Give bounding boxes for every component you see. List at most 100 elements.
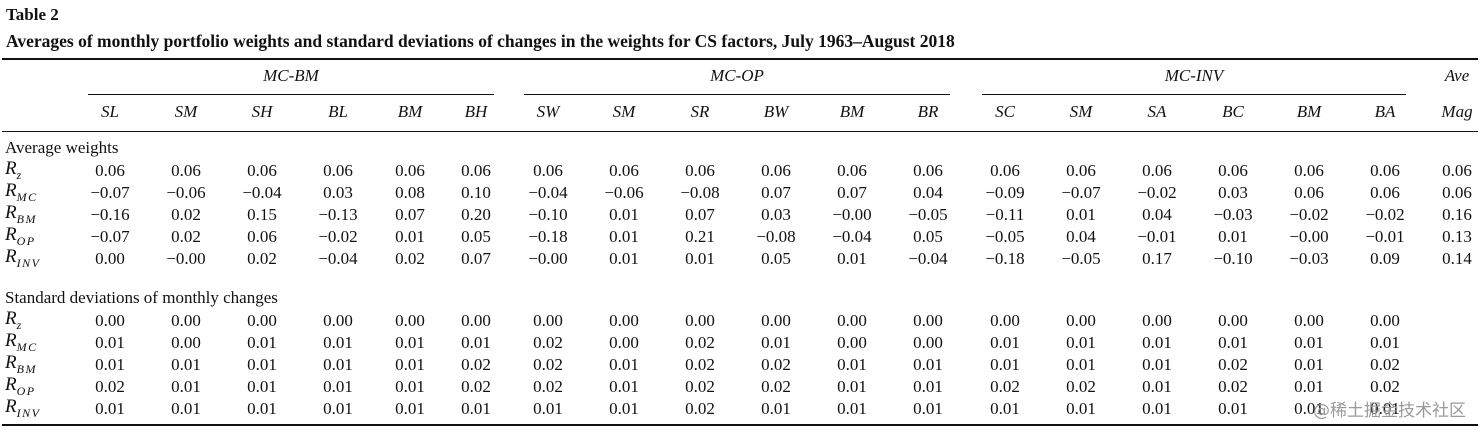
table-cell: 0.05 xyxy=(461,227,491,246)
watermark: @稀土掘金技术社区 xyxy=(1313,401,1466,421)
table-cell: 0.01 xyxy=(95,333,125,352)
table-cell: 0.06 xyxy=(1218,161,1248,180)
table-cell: −0.06 xyxy=(604,183,644,202)
table-cell: 0.01 xyxy=(461,333,491,352)
table-cell: 0.02 xyxy=(1370,355,1400,374)
table-cell: −0.04 xyxy=(832,227,872,246)
table-cell: 0.01 xyxy=(247,333,277,352)
table-cell: −0.03 xyxy=(1213,205,1253,224)
table-cell: 0.05 xyxy=(761,249,791,268)
table-cell: 0.00 xyxy=(1294,311,1324,330)
table-cell: 0.02 xyxy=(1066,377,1096,396)
table-cell: 0.06 xyxy=(1294,183,1324,202)
section-title: Standard deviations of monthly changes xyxy=(5,288,278,307)
table-cell: 0.00 xyxy=(95,311,125,330)
table-cell: 0.04 xyxy=(1142,205,1172,224)
table-cell: 0.06 xyxy=(1142,161,1172,180)
table-cell: 0.01 xyxy=(171,399,201,418)
row-subscript: BM xyxy=(16,362,37,376)
table-cell: 0.01 xyxy=(1066,205,1096,224)
table-cell: 0.01 xyxy=(1294,333,1324,352)
table-cell: 0.01 xyxy=(990,333,1020,352)
header-rule xyxy=(2,131,1478,132)
column-header: BH xyxy=(464,102,488,121)
table-cell: 0.01 xyxy=(609,249,639,268)
column-header: SC xyxy=(995,102,1015,121)
row-var: R xyxy=(5,308,17,329)
table-cell: 0.02 xyxy=(461,355,491,374)
table-cell: 0.01 xyxy=(685,249,715,268)
group-header: MC-BM xyxy=(263,66,319,85)
ave-mag-cell: 0.13 xyxy=(1442,227,1472,246)
table-cell: −0.07 xyxy=(1061,183,1101,202)
table-cell: 0.02 xyxy=(761,377,791,396)
table-cell: −0.00 xyxy=(528,249,568,268)
row-var: R xyxy=(5,202,17,223)
table-cell: 0.05 xyxy=(913,227,943,246)
table-cell: 0.01 xyxy=(1066,355,1096,374)
table-cell: 0.01 xyxy=(761,399,791,418)
table-cell: 0.06 xyxy=(761,161,791,180)
row-label: Rz xyxy=(5,159,23,185)
row-var: R xyxy=(5,246,17,267)
ave-mag-cell: 0.06 xyxy=(1442,161,1472,180)
table-cell: 0.01 xyxy=(247,355,277,374)
table-cell: 0.01 xyxy=(533,399,563,418)
table-cell: 0.01 xyxy=(323,355,353,374)
table-cell: 0.02 xyxy=(461,377,491,396)
row-label: RINV xyxy=(5,247,40,273)
table-cell: 0.01 xyxy=(171,355,201,374)
table-cell: 0.01 xyxy=(761,333,791,352)
table-cell: 0.02 xyxy=(685,377,715,396)
table-cell: 0.01 xyxy=(609,399,639,418)
row-var: R xyxy=(5,224,17,245)
table-cell: 0.01 xyxy=(95,399,125,418)
ave-mag-cell: 0.14 xyxy=(1442,249,1472,268)
table-cell: 0.00 xyxy=(685,311,715,330)
table-cell: 0.02 xyxy=(990,377,1020,396)
table-cell: −0.04 xyxy=(908,249,948,268)
table-cell: 0.06 xyxy=(837,161,867,180)
row-var: R xyxy=(5,158,17,179)
row-label: RBM xyxy=(5,203,37,229)
table-cell: 0.06 xyxy=(913,161,943,180)
table-cell: −0.08 xyxy=(680,183,720,202)
table-cell: 0.02 xyxy=(533,355,563,374)
table-cell: 0.20 xyxy=(461,205,491,224)
table-cell: 0.02 xyxy=(685,333,715,352)
table-cell: 0.04 xyxy=(1066,227,1096,246)
table-cell: 0.06 xyxy=(1294,161,1324,180)
table-cell: 0.06 xyxy=(533,161,563,180)
table-cell: −0.16 xyxy=(90,205,130,224)
ave-mag-cell: 0.06 xyxy=(1442,183,1472,202)
table-cell: 0.06 xyxy=(395,161,425,180)
table-cell: −0.05 xyxy=(985,227,1025,246)
table-cell: 0.01 xyxy=(913,399,943,418)
table-cell: 0.21 xyxy=(685,227,715,246)
row-subscript: INV xyxy=(16,256,41,270)
table-cell: 0.06 xyxy=(609,161,639,180)
table-cell: 0.06 xyxy=(1370,183,1400,202)
table-cell: 0.04 xyxy=(913,183,943,202)
table-cell: 0.01 xyxy=(395,399,425,418)
column-header: BR xyxy=(917,102,939,121)
table-cell: 0.01 xyxy=(913,355,943,374)
table-cell: 0.00 xyxy=(395,311,425,330)
row-subscript: OP xyxy=(16,384,36,398)
table-cell: −0.02 xyxy=(1365,205,1405,224)
table-cell: 0.08 xyxy=(395,183,425,202)
column-header: SA xyxy=(1147,102,1167,121)
table-cell: 0.01 xyxy=(1294,355,1324,374)
group-rule xyxy=(982,94,1406,95)
column-header: SM xyxy=(1069,102,1093,121)
table-cell: 0.03 xyxy=(323,183,353,202)
table-cell: 0.01 xyxy=(323,333,353,352)
table-cell: 0.07 xyxy=(395,205,425,224)
table-cell: 0.01 xyxy=(1218,399,1248,418)
row-subscript: MC xyxy=(16,340,38,354)
table-cell: −0.01 xyxy=(1365,227,1405,246)
table-cell: 0.00 xyxy=(171,311,201,330)
table-cell: 0.01 xyxy=(323,399,353,418)
table-cell: 0.00 xyxy=(913,311,943,330)
table-cell: 0.01 xyxy=(609,377,639,396)
